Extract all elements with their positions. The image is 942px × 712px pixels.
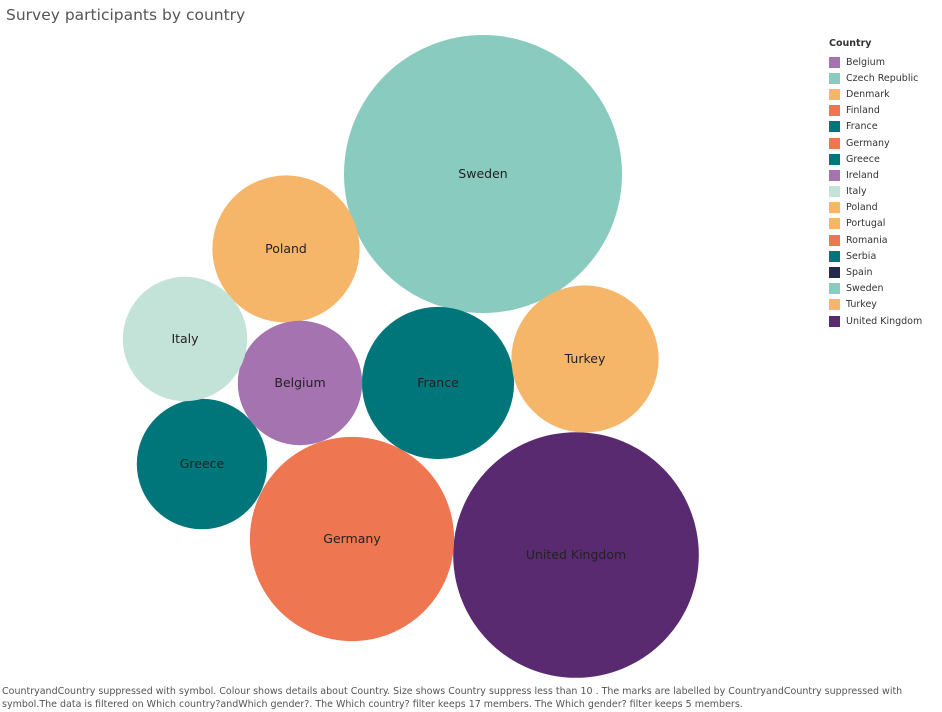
legend-label: Portugal: [846, 218, 886, 230]
legend-item[interactable]: Ireland: [829, 167, 939, 183]
legend-swatch: [829, 202, 840, 214]
legend-item[interactable]: Germany: [829, 135, 939, 151]
legend-item[interactable]: United Kingdom: [829, 313, 939, 329]
legend-label: Sweden: [846, 283, 884, 295]
legend-swatch: [829, 105, 840, 117]
bubble-label: Greece: [180, 456, 225, 471]
legend-item[interactable]: Portugal: [829, 216, 939, 232]
legend-item[interactable]: Denmark: [829, 86, 939, 102]
legend-item[interactable]: Poland: [829, 200, 939, 216]
legend-item[interactable]: Czech Republic: [829, 70, 939, 86]
legend-swatch: [829, 137, 840, 149]
bubble-greece[interactable]: [136, 398, 268, 530]
bubble-belgium[interactable]: [237, 320, 363, 446]
bubble-label: Poland: [265, 241, 307, 256]
legend: Country Belgium Czech Republic Denmark Finl…: [829, 38, 939, 329]
legend-label: Poland: [846, 202, 878, 214]
legend-item[interactable]: Turkey: [829, 297, 939, 313]
legend-label: Turkey: [846, 299, 877, 311]
legend-swatch: [829, 121, 840, 133]
footnote: CountryandCountry suppressed with symbol…: [2, 686, 903, 710]
legend-swatch: [829, 283, 840, 295]
legend-swatch: [829, 267, 840, 279]
legend-swatch: [829, 72, 840, 84]
legend-label: Germany: [846, 137, 890, 149]
bubble-poland[interactable]: [212, 175, 360, 323]
bubble-chart: Sweden United Kingdom Germany France Poland T…: [122, 35, 699, 678]
legend-label: Italy: [846, 186, 867, 198]
legend-item[interactable]: Sweden: [829, 281, 939, 297]
legend-swatch: [829, 169, 840, 181]
legend-swatch: [829, 186, 840, 198]
legend-label: United Kingdom: [846, 315, 923, 327]
bubble-label: Belgium: [274, 375, 325, 390]
legend-label: Czech Republic: [846, 72, 919, 84]
bubble-label: Italy: [171, 331, 199, 346]
legend-title: Country: [829, 38, 872, 49]
bubble-germany[interactable]: [249, 436, 455, 642]
legend-item[interactable]: Greece: [829, 151, 939, 167]
legend-label: Greece: [846, 153, 880, 165]
legend-swatch: [829, 299, 840, 311]
bubble-label: Turkey: [564, 351, 606, 366]
bubble-france[interactable]: [361, 306, 515, 460]
bubble-label: Germany: [323, 531, 381, 546]
bubble-italy[interactable]: [122, 276, 248, 402]
legend-item[interactable]: France: [829, 119, 939, 135]
legend-label: Serbia: [846, 250, 877, 262]
legend-swatch: [829, 153, 840, 165]
legend-items: Belgium Czech Republic Denmark Finland Franc…: [829, 54, 939, 329]
legend-item[interactable]: Romania: [829, 232, 939, 248]
chart-title: Survey participants by country: [6, 6, 246, 24]
legend-item[interactable]: Belgium: [829, 54, 939, 70]
legend-label: Finland: [846, 105, 880, 117]
legend-item[interactable]: Serbia: [829, 248, 939, 264]
legend-swatch: [829, 56, 840, 68]
legend-swatch: [829, 88, 840, 100]
legend-item[interactable]: Italy: [829, 184, 939, 200]
bubble-label: France: [417, 375, 459, 390]
legend-label: Denmark: [846, 88, 890, 100]
legend-swatch: [829, 315, 840, 327]
bubble-united-kingdom[interactable]: [453, 432, 699, 678]
bubble-label: United Kingdom: [526, 547, 626, 562]
legend-label: France: [846, 121, 878, 133]
bubble-label: Sweden: [458, 166, 507, 181]
legend-swatch: [829, 250, 840, 262]
legend-item[interactable]: Finland: [829, 103, 939, 119]
legend-swatch: [829, 234, 840, 246]
legend-label: Spain: [846, 267, 873, 279]
legend-label: Ireland: [846, 169, 879, 181]
legend-label: Belgium: [846, 56, 885, 68]
bubble-sweden[interactable]: [344, 35, 622, 313]
bubble-turkey[interactable]: [511, 285, 659, 433]
legend-label: Romania: [846, 234, 888, 246]
legend-item[interactable]: Spain: [829, 264, 939, 280]
legend-swatch: [829, 218, 840, 230]
